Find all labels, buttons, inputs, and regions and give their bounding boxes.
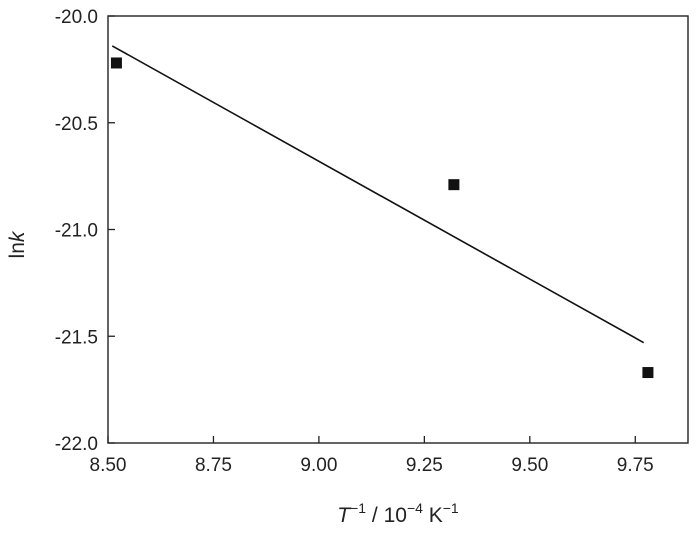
fit-line-group: [111, 45, 645, 344]
y-axis-label: lnk: [6, 230, 29, 258]
x-tick-label: 9.25: [406, 455, 443, 476]
data-point: [448, 179, 460, 191]
fit-line: [111, 45, 645, 344]
tick-labels: 8.50 8.75 9.00 9.25 9.50 9.75 -20.0 -20.5 -21.0 -…: [55, 7, 654, 476]
data-point: [110, 57, 122, 69]
y-tick-label: -21.0: [55, 221, 98, 242]
y-tick-label: -20.0: [55, 7, 98, 28]
x-tick-label: 8.75: [195, 455, 232, 476]
y-tick-label: -21.5: [55, 327, 98, 348]
y-tick-label: -22.0: [55, 434, 98, 455]
x-axis-label: T−1 / 10−4 K−1: [337, 500, 459, 527]
data-point: [642, 367, 654, 379]
plot-frame: [107, 15, 689, 444]
x-tick-label: 8.50: [90, 455, 127, 476]
data-points: [110, 57, 654, 379]
axis-ticks: [107, 15, 636, 444]
x-tick-label: 9.50: [511, 455, 548, 476]
y-tick-label: -20.5: [55, 114, 98, 135]
x-tick-label: 9.75: [617, 455, 654, 476]
x-tick-label: 9.00: [300, 455, 337, 476]
